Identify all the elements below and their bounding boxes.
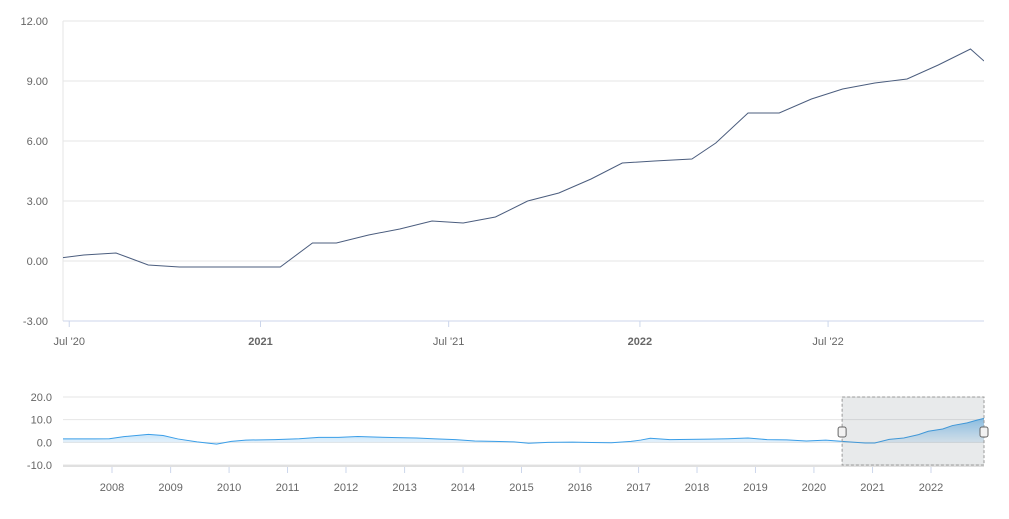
main-y-axis: 12.00 9.00 6.00 3.00 0.00 -3.00 <box>20 16 64 328</box>
navigator-handle-left[interactable] <box>837 426 847 438</box>
main-plot[interactable] <box>53 48 984 268</box>
navigator-selection[interactable] <box>841 396 985 466</box>
x-tick-label: Jul '21 <box>433 336 464 348</box>
navigator-handle-right[interactable] <box>979 426 989 438</box>
x-tick-label: 2021 <box>248 336 272 348</box>
y-tick-label: 9.00 <box>27 76 48 88</box>
nav-x-tick-label: 2018 <box>685 482 709 494</box>
navigator[interactable]: 20.0 10.0 0.0 -10.0 2008 2009 2010 2011 2012 2013… <box>27 392 989 494</box>
nav-x-tick-label: 2017 <box>626 482 650 494</box>
y-tick-label: 6.00 <box>27 136 48 148</box>
nav-x-tick-label: 2015 <box>509 482 533 494</box>
main-grid <box>63 20 984 322</box>
nav-y-tick-label: -10.0 <box>27 460 52 472</box>
nav-x-tick-label: 2008 <box>100 482 124 494</box>
x-tick-label: Jul '20 <box>54 336 85 348</box>
nav-series-area <box>63 418 984 445</box>
nav-x-tick-label: 2021 <box>860 482 884 494</box>
nav-x-tick-label: 2010 <box>217 482 241 494</box>
nav-y-tick-label: 0.0 <box>37 437 52 449</box>
x-tick-label: 2022 <box>628 336 652 348</box>
nav-x-tick-label: 2012 <box>334 482 358 494</box>
nav-x-tick-label: 2014 <box>451 482 475 494</box>
nav-x-tick-label: 2019 <box>743 482 767 494</box>
y-tick-label: 12.00 <box>20 16 48 28</box>
series-line <box>63 48 984 268</box>
main-x-axis: Jul '20 2021 Jul '21 2022 Jul '22 <box>54 320 984 348</box>
nav-x-tick-label: 2013 <box>392 482 416 494</box>
x-tick-label: Jul '22 <box>812 336 843 348</box>
y-tick-label: -3.00 <box>23 316 48 328</box>
nav-x-tick-label: 2016 <box>568 482 592 494</box>
y-tick-label: 0.00 <box>27 256 48 268</box>
y-tick-label: 3.00 <box>27 196 48 208</box>
nav-x-tick-label: 2009 <box>158 482 182 494</box>
nav-y-tick-label: 10.0 <box>31 415 52 427</box>
nav-y-tick-label: 20.0 <box>31 392 52 404</box>
nav-x-tick-label: 2022 <box>919 482 943 494</box>
nav-x-tick-label: 2011 <box>276 482 300 494</box>
nav-series-line <box>63 417 985 445</box>
nav-x-tick-label: 2020 <box>802 482 826 494</box>
